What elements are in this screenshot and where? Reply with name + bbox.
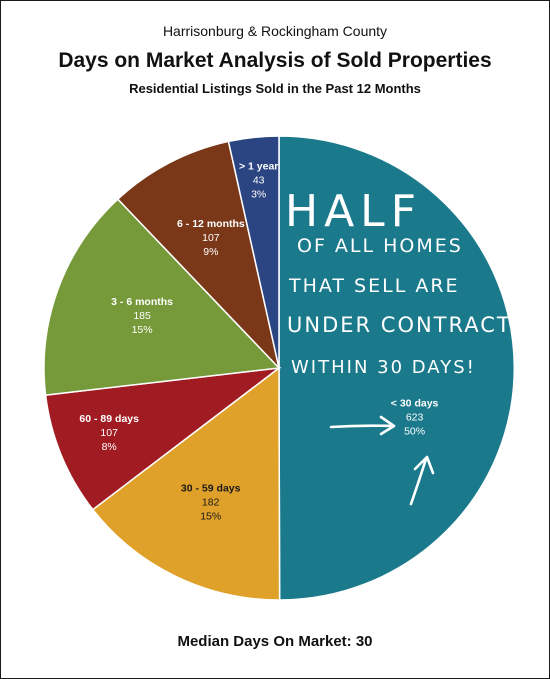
slice-percent-label: 15% <box>132 324 153 336</box>
up-arrow-icon <box>409 455 435 506</box>
slice-category-label: > 1 year <box>239 161 278 173</box>
annotation-line: THAT SELL ARE <box>288 275 460 297</box>
right-arrow-icon <box>329 415 396 436</box>
annotation-line: WITHIN 30 DAYS! <box>291 357 476 378</box>
annotation-line: UNDER CONTRACT <box>287 313 512 337</box>
chart-title: Days on Market Analysis of Sold Properti… <box>58 49 492 72</box>
slice-category-label: 3 - 6 months <box>111 296 173 308</box>
annotation-line: HALF <box>285 186 422 237</box>
chart-supertitle: Harrisonburg & Rockingham County <box>162 23 388 39</box>
slice-value-label: 185 <box>133 310 151 322</box>
pie-slice <box>43 198 281 396</box>
pie-slice <box>227 135 280 369</box>
slice-value-label: 623 <box>406 412 424 424</box>
chart-subtitle: Residential Listings Sold in the Past 12… <box>129 81 421 96</box>
slice-percent-label: 50% <box>404 426 425 438</box>
slice-percent-label: 3% <box>251 189 266 201</box>
slice-percent-label: 8% <box>102 441 117 453</box>
pie-slice <box>278 135 516 601</box>
slice-category-label: < 30 days <box>391 398 439 410</box>
pie-slice <box>91 366 281 601</box>
annotation-line: OF ALL HOMES <box>297 235 463 257</box>
slice-value-label: 107 <box>100 427 118 439</box>
pie-slice <box>116 140 281 371</box>
slice-value-label: 107 <box>202 232 220 244</box>
pie-labels: < 30 days 623 50% 30 - 59 days 182 15% 60 - 89… <box>79 161 438 523</box>
slice-value-label: 43 <box>253 175 265 187</box>
slice-percent-label: 9% <box>203 246 218 258</box>
slice-category-label: 6 - 12 months <box>177 218 245 230</box>
slice-percent-label: 15% <box>200 511 221 523</box>
pie-slices <box>43 135 516 601</box>
slice-value-label: 182 <box>202 497 220 509</box>
median-days-label: Median Days On Market: 30 <box>177 633 373 650</box>
slice-category-label: 60 - 89 days <box>79 413 139 425</box>
pie-slice <box>44 366 282 511</box>
slice-category-label: 30 - 59 days <box>181 483 241 495</box>
